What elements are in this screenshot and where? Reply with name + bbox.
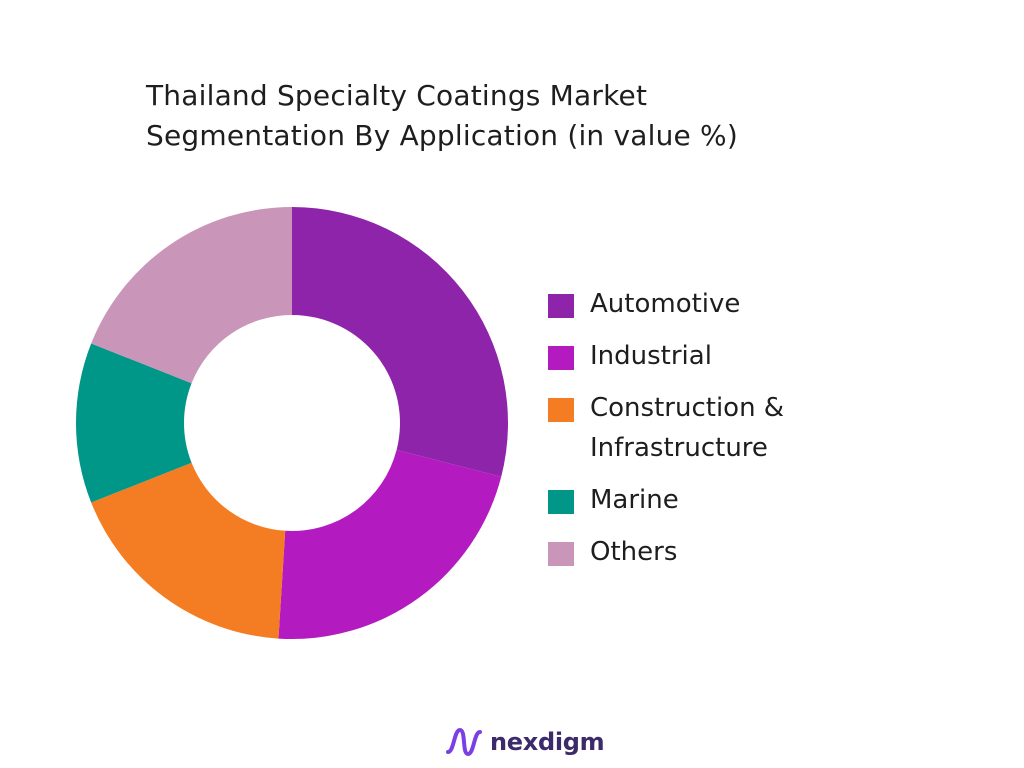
- legend-label-others: Others: [590, 537, 678, 567]
- legend-label-marine: Marine: [590, 485, 679, 515]
- legend-item-industrial: Industrial: [548, 336, 848, 376]
- donut-slice-industrial: [278, 449, 502, 639]
- chart-title-line-2: Segmentation By Application (in value %): [146, 119, 738, 152]
- brand-logo: nexdigm: [444, 722, 605, 762]
- nexdigm-logo-text: nexdigm: [490, 728, 605, 756]
- nexdigm-logo-icon: [446, 727, 482, 757]
- legend-swatch-construction: [548, 398, 574, 422]
- legend-label-construction: Construction & Infrastructure: [590, 393, 785, 463]
- legend-item-others: Others: [548, 532, 848, 572]
- donut-slice-automotive: [292, 207, 508, 477]
- donut-slice-construction: [91, 462, 286, 639]
- chart-title: Thailand Specialty Coatings Market Segme…: [146, 76, 738, 156]
- donut-slice-others: [91, 207, 293, 384]
- legend-item-automotive: Automotive: [548, 284, 848, 324]
- legend-swatch-marine: [548, 490, 574, 514]
- legend-label-industrial: Industrial: [590, 341, 712, 371]
- legend-label-automotive: Automotive: [590, 289, 741, 319]
- donut-slice-marine: [76, 343, 192, 503]
- legend-swatch-others: [548, 542, 574, 566]
- legend: Automotive Industrial Construction & Inf…: [548, 284, 848, 572]
- legend-item-marine: Marine: [548, 480, 848, 520]
- legend-item-construction: Construction & Infrastructure: [548, 388, 848, 468]
- legend-swatch-industrial: [548, 346, 574, 370]
- legend-swatch-automotive: [548, 294, 574, 318]
- chart-title-line-1: Thailand Specialty Coatings Market: [146, 79, 648, 112]
